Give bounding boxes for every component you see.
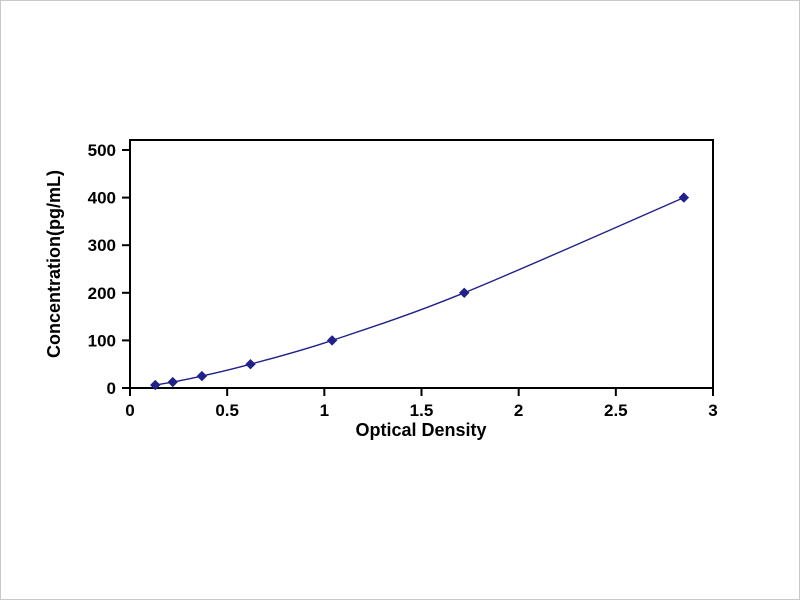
x-tick-label: 1.5 (410, 401, 434, 420)
data-point-marker (196, 370, 208, 382)
y-axis-ticks: 0 100 200 300 400 500 (88, 141, 130, 398)
data-point-marker (326, 335, 338, 346)
x-tick-label: 3 (708, 401, 717, 420)
x-axis-ticks: 0 0.5 1 1.5 2 2.5 3 (125, 388, 718, 420)
data-point-marker (245, 358, 256, 370)
data-point-marker (150, 379, 161, 391)
y-tick-label: 400 (88, 189, 116, 208)
y-tick-label: 200 (88, 284, 116, 303)
x-tick-label: 0 (125, 401, 134, 420)
data-point-marker (459, 287, 470, 299)
x-tick-label: 0.5 (215, 401, 239, 420)
y-axis-title: Concentration(pg/mL) (44, 170, 64, 358)
y-tick-label: 500 (88, 141, 116, 160)
x-tick-label: 1 (320, 401, 329, 420)
plot-frame (129, 139, 714, 389)
data-point-marker (678, 192, 690, 203)
y-tick-label: 0 (107, 379, 116, 398)
x-axis-title: Optical Density (355, 420, 486, 440)
x-tick-label: 2 (514, 401, 523, 420)
x-tick-label: 2.5 (604, 401, 628, 420)
data-point-marker (167, 376, 178, 388)
y-tick-label: 300 (88, 236, 116, 255)
data-series (150, 192, 690, 391)
y-tick-label: 100 (88, 331, 116, 350)
